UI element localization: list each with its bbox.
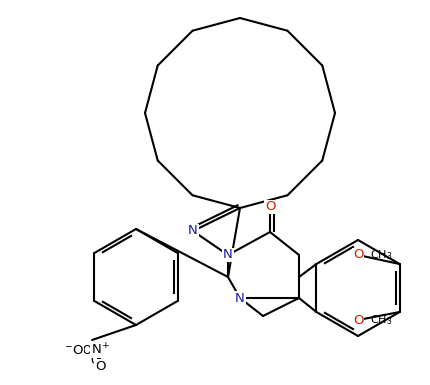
Text: CH$_3$: CH$_3$ <box>370 313 393 327</box>
Text: N$^{+}$: N$^{+}$ <box>91 342 109 358</box>
Text: N: N <box>188 224 198 238</box>
Text: -O: -O <box>78 344 92 357</box>
Text: O: O <box>265 201 275 214</box>
Text: N: N <box>235 291 245 305</box>
Text: $^{-}$O: $^{-}$O <box>64 343 84 357</box>
Text: O: O <box>353 313 363 326</box>
Text: O: O <box>95 360 105 373</box>
Text: O: O <box>90 354 100 367</box>
Text: N: N <box>223 248 233 261</box>
Text: N: N <box>89 342 101 357</box>
Text: CH$_3$: CH$_3$ <box>370 248 393 262</box>
Text: O: O <box>353 248 363 261</box>
